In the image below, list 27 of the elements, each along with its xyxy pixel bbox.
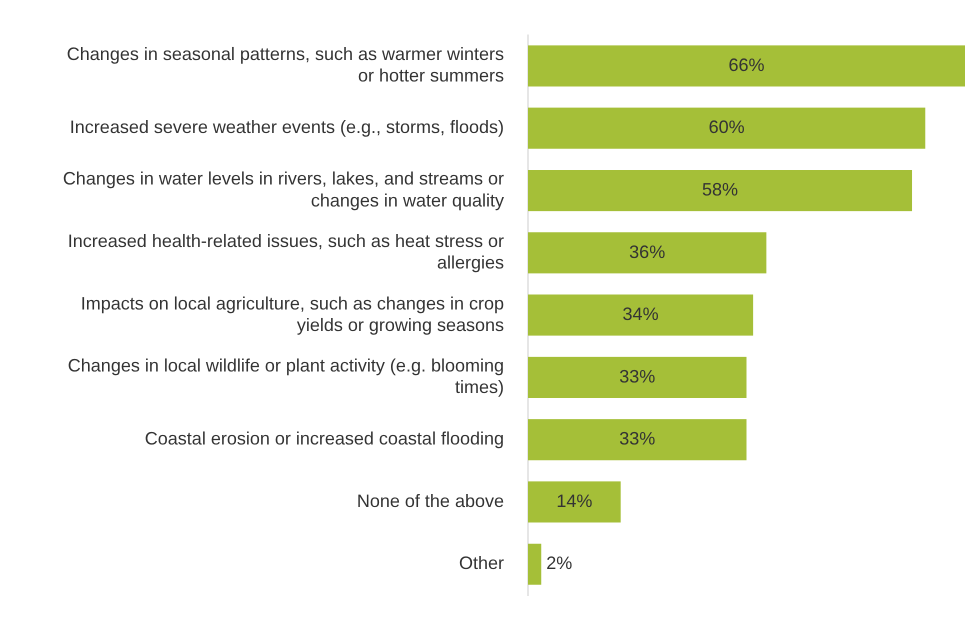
y-tick-label: Changes in water levels in rivers, lakes, and streams or changes in water quality <box>62 168 504 210</box>
bar <box>528 170 912 212</box>
y-tick-label: Increased health-related issues, such as heat stress or allergies <box>68 230 504 273</box>
data-label: 33% <box>619 428 656 449</box>
y-tick-label: Changes in seasonal patterns, such as warmer winters or hotter summers <box>66 44 504 86</box>
bar <box>528 481 621 523</box>
bar <box>528 294 754 336</box>
data-label: 60% <box>708 117 745 138</box>
data-label: 34% <box>622 304 659 324</box>
y-tick-label: Increased severe weather events (e.g., storms, floods) <box>70 117 504 138</box>
bar <box>528 232 766 274</box>
bar <box>528 108 926 149</box>
data-label: 66% <box>728 54 765 75</box>
data-label: 36% <box>629 242 666 262</box>
data-label: 58% <box>702 179 738 200</box>
data-label: 33% <box>619 366 656 386</box>
bar <box>528 356 746 398</box>
y-tick-label: Coastal erosion or increased coastal flooding <box>144 428 504 449</box>
data-label: 14% <box>556 490 592 511</box>
y-tick-label: Changes in local wildlife or plant activity (e.g. blooming times) <box>68 356 504 398</box>
y-tick-label: Other <box>458 553 504 574</box>
bar <box>528 45 965 86</box>
bar <box>528 419 746 460</box>
y-tick-label: Impacts on local agriculture, such as changes in crop yields or growing seasons <box>80 293 504 335</box>
y-tick-label: None of the above <box>356 490 504 511</box>
data-label: 2% <box>546 553 572 574</box>
bar <box>528 544 542 585</box>
